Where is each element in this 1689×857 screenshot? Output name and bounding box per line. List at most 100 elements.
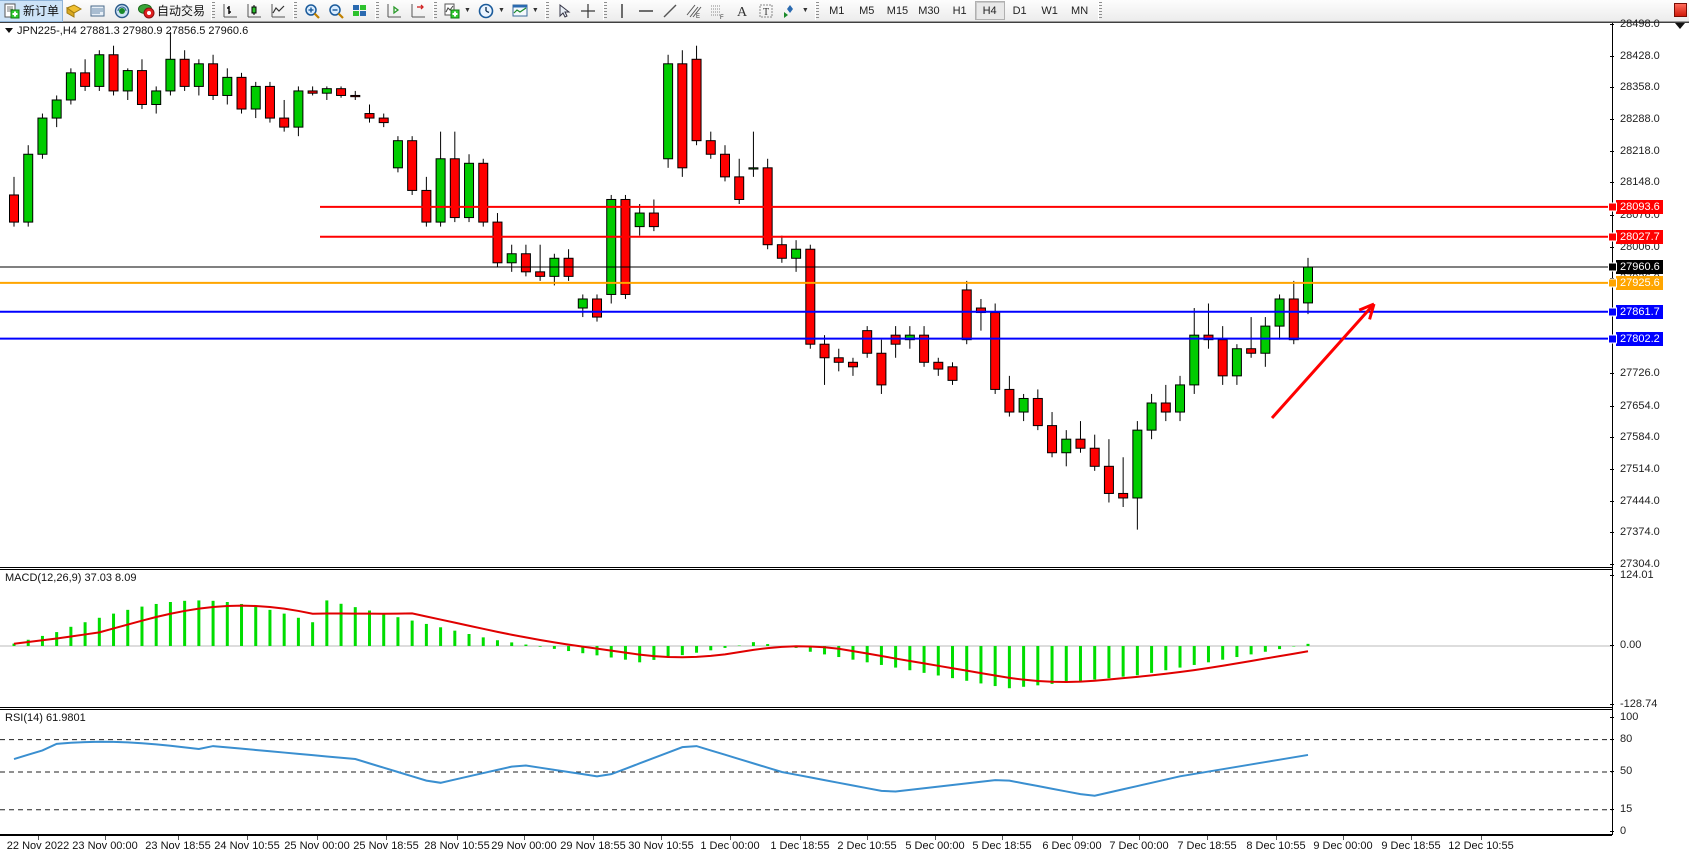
price-pane[interactable]: JPN225-,H4 27881.3 27980.9 27856.5 27960… [0,23,1612,568]
time-axis[interactable]: 22 Nov 2022 23 Nov 00:00 23 Nov 18:55 24 No… [0,835,1612,857]
time-tick-label: 8 Dec 10:55 [1246,840,1306,852]
price-tick-label: 27374.0 [1620,526,1660,539]
price-tick [1610,55,1614,57]
time-tick-label: 24 Nov 10:55 [214,840,280,852]
macd-pane[interactable]: MACD(12,26,9) 37.03 8.09 [0,569,1612,708]
auto-trading-icon [137,2,155,20]
cursor-button[interactable] [552,1,576,21]
chart-grid-button[interactable] [348,1,372,21]
svg-text:A: A [737,5,748,20]
text-button[interactable]: T [754,1,778,21]
line-chart-icon [269,2,287,20]
macd-tick-label: 0.00 [1620,639,1642,651]
bar-chart-button[interactable] [218,1,242,21]
crosshair-button[interactable] [576,1,600,21]
timeframe-d1[interactable]: D1 [1012,4,1027,17]
rsi-pane[interactable]: RSI(14) 61.9801 [0,709,1612,835]
close-indicator-icon[interactable] [1674,3,1687,17]
trendline-button[interactable] [658,1,682,21]
time-tick [38,836,39,840]
price-tick [1610,118,1614,120]
toolbar-separator [1097,1,1102,20]
svg-text:F: F [720,15,724,20]
timeframe-m30[interactable]: M30 [918,4,940,17]
toolbar-separator [293,1,298,20]
auto-trading-label: 自动交易 [157,4,206,18]
market-watch-button[interactable] [86,1,110,21]
macd-canvas [0,600,1612,689]
price-tick [1610,214,1614,216]
timeframe-m15[interactable]: M15 [886,4,909,17]
timeframe-h1[interactable]: H1 [952,4,967,17]
auto-scroll-button[interactable] [406,1,430,21]
price-tick [1610,469,1614,471]
level-badge-resistance-2[interactable]: 28027.7 [1616,229,1663,244]
timeframe-group: M1 M5 M15 M30 H1 H4 D1 W1 MN [822,1,1095,20]
timeframe-m1[interactable]: M1 [829,4,845,17]
vertical-line-button[interactable] [610,1,634,21]
time-tick-label: 29 Nov 18:55 [560,840,626,852]
candlestick-chart-icon [245,2,263,20]
period-button[interactable]: ▼ [474,1,508,21]
time-tick-label: 7 Dec 18:55 [1177,840,1237,852]
time-tick [1002,836,1003,840]
new-order-button[interactable]: 新订单 [0,0,64,22]
new-order-icon [3,2,21,20]
level-badge-support-2[interactable]: 27802.2 [1616,331,1663,346]
chevron-down-icon[interactable]: ▼ [464,7,471,14]
text-label-button[interactable]: A [730,1,754,21]
price-scale[interactable]: 28498.0 28428.0 28358.0 28288.0 28218.0 28148… [1610,18,1689,837]
fibonacci-button[interactable]: F [706,1,730,21]
main-toolbar: 新订单 [0,0,1689,22]
data-window-button[interactable] [110,1,134,21]
timeframe-h4[interactable]: H4 [974,1,1005,20]
timeframe-mn[interactable]: MN [1071,4,1089,17]
horizontal-line-button[interactable] [634,1,658,21]
time-tick [1276,836,1277,840]
price-tick-label: 27444.0 [1620,494,1660,507]
macd-tick-label: 124.01 [1620,569,1654,581]
rsi-tick [1610,831,1614,832]
price-tick-label: 28288.0 [1620,112,1660,125]
profile-button[interactable] [62,1,86,21]
auto-trading-button[interactable]: 自动交易 [134,1,208,21]
rsi-tick-label: 100 [1620,711,1639,723]
candlestick-chart-button[interactable] [242,1,266,21]
time-tick [1343,836,1344,840]
time-tick [730,836,731,840]
time-tick-label: 1 Dec 18:55 [770,840,830,852]
vertical-line-icon [613,2,631,20]
time-tick [1481,836,1482,840]
shapes-button[interactable]: ▼ [778,1,812,21]
templates-button[interactable]: ▼ [508,1,542,21]
indicators-icon [443,2,461,20]
equidistant-channel-button[interactable]: E [682,1,706,21]
time-tick-label: 1 Dec 00:00 [700,840,760,852]
zoom-in-button[interactable] [300,1,324,21]
collapse-icon[interactable] [5,28,13,33]
chevron-down-icon[interactable] [1675,23,1685,29]
zoom-out-button[interactable] [324,1,348,21]
bar-chart-icon [221,2,239,20]
time-tick-label: 30 Nov 10:55 [628,840,694,852]
chevron-down-icon[interactable]: ▼ [531,7,539,14]
indicators-button[interactable]: ▼ [440,1,474,21]
level-badge-resistance-1[interactable]: 28093.6 [1616,199,1663,214]
rsi-tick-label: 80 [1620,732,1633,745]
time-tick-label: 22 Nov 2022 [6,840,70,852]
time-tick [457,836,458,840]
price-tick [1610,87,1614,89]
timeframe-m5[interactable]: M5 [859,4,875,17]
line-chart-button[interactable] [266,1,290,21]
toolbar-separator [814,1,819,20]
chevron-down-icon[interactable]: ▼ [801,7,809,14]
price-tick-label: 27514.0 [1620,463,1660,476]
timeframe-w1[interactable]: W1 [1041,4,1058,17]
level-badge-support-1[interactable]: 27861.7 [1616,304,1663,319]
chart-shift-button[interactable] [382,1,406,21]
level-badge-pending-order[interactable]: 27925.6 [1616,275,1663,290]
chevron-down-icon[interactable]: ▼ [497,7,505,14]
level-badge-last-price[interactable]: 27960.6 [1616,260,1663,275]
time-tick-label: 25 Nov 18:55 [353,840,419,852]
macd-tick [1610,645,1614,646]
